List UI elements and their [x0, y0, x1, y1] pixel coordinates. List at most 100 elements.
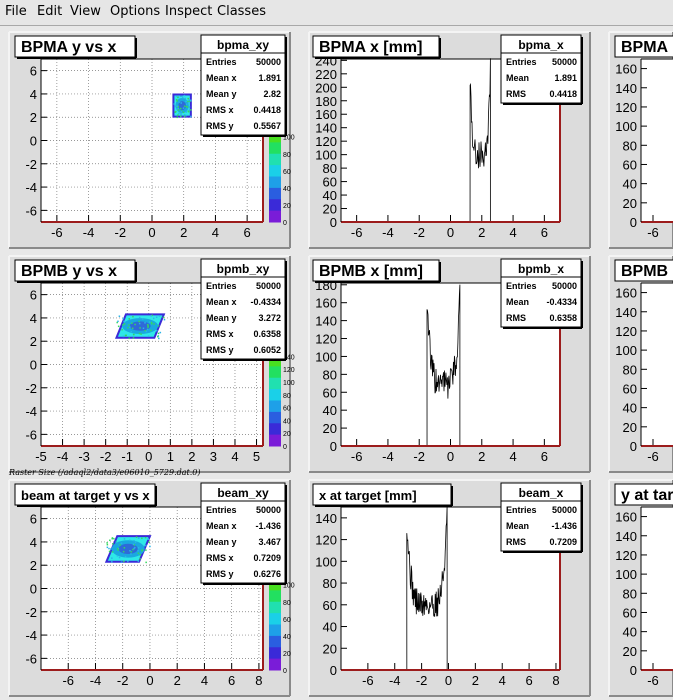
histo-0-y-tick-label: 60	[323, 175, 337, 190]
histo-0-y-tick-label: 220	[315, 67, 337, 82]
scatter-0-density-speckle	[180, 114, 182, 116]
histo-1-title: BPMB x [mm]	[319, 263, 423, 280]
scatter-1-density-speckle	[150, 322, 153, 325]
scatter-1-density-speckle	[122, 324, 124, 326]
scatter-1-density-speckle	[150, 314, 152, 317]
scatter-2-y-tick-label: 2	[30, 558, 37, 573]
scatter-2-x-tick-label: 0	[146, 673, 153, 688]
scatter-2-density-speckle	[111, 537, 113, 540]
scatter-1-density-speckle	[138, 332, 141, 335]
scatter-2-x-tick-label: -4	[90, 673, 102, 688]
scatter-2-x-tick-label: -2	[117, 673, 129, 688]
scatter-1-palette-swatch	[269, 389, 281, 401]
histo-2-histogram-trace	[341, 506, 560, 671]
scatter-2-palette-label: 80	[283, 600, 291, 607]
scatter-1-density-speckle	[139, 327, 141, 329]
root-canvas[interactable]: -6 -4 -2 0 2 4 6 -6 -4 -2 0 2 4 6 0 20 40 60 80 100 BPMA y v…	[0, 26, 673, 700]
scatter-2-y-tick-label: 6	[30, 512, 37, 527]
scatter-2-stats-label: Mean y	[206, 537, 237, 547]
histo-0-y-tick-label: 180	[315, 94, 337, 109]
scatter-2-density-speckle	[117, 549, 119, 551]
scatter-1-x-tick-label: -1	[121, 449, 133, 464]
scatter-2-x-tick-label: 4	[201, 673, 208, 688]
scatter-1-stats-value: -0.4334	[250, 297, 281, 307]
scatter-0-density-speckle	[183, 115, 186, 118]
scatter-0-palette-label: 100	[283, 135, 295, 142]
scatter-1-palette-label: 60	[283, 406, 291, 413]
scatter-0-stats-label: Mean x	[206, 73, 237, 83]
scatter-0-stats-label: Entries	[206, 57, 237, 67]
scatter-0-x-tick-label: 0	[148, 225, 155, 240]
scatter-2-y-tick-label: 0	[30, 582, 37, 597]
scatter-0-density-speckle	[181, 95, 183, 97]
third-1-y-tick-label: 0	[630, 439, 637, 454]
scatter-2-palette-swatch	[269, 624, 281, 637]
scatter-2-density-speckle	[111, 537, 114, 539]
scatter-2-density-speckle	[117, 547, 120, 550]
scatter-1-density-speckle	[122, 335, 125, 338]
menu-inspect[interactable]: Inspect	[165, 4, 213, 19]
third-1-x-tick-label: -6	[647, 449, 659, 464]
scatter-2-density-speckle	[116, 555, 119, 557]
third-2-y-tick-label: 120	[615, 548, 637, 563]
scatter-0-density-speckle	[183, 94, 186, 97]
scatter-0-x-tick-label: 4	[212, 225, 219, 240]
scatter-1-stats-value: 0.6358	[253, 329, 281, 339]
third-1: 0 20 40 60 80 100 120 140 160 -6 BPMB	[608, 255, 673, 473]
histo-1-y-tick-label: 60	[323, 385, 337, 400]
menu-classes[interactable]: Classes	[217, 4, 266, 19]
histo-1-stats-name: bpmb_x	[518, 262, 564, 276]
scatter-1-x-tick-label: -5	[35, 449, 47, 464]
scatter-1-density-speckle	[129, 326, 131, 328]
scatter-1-density-speckle	[144, 322, 146, 324]
scatter-2-density-speckle	[139, 554, 142, 556]
scatter-1-stats-label: Entries	[206, 281, 237, 291]
histo-2-title: x at target [mm]	[319, 488, 417, 503]
menu-file[interactable]: File	[5, 4, 27, 19]
scatter-0-palette-label: 40	[283, 186, 291, 193]
scatter-0-palette-label: 20	[283, 203, 291, 210]
third-2-title-box	[614, 483, 673, 506]
scatter-2-stats-value: 0.6276	[253, 569, 281, 579]
histo-0-x-tick-label: -2	[413, 225, 425, 240]
scatter-0-x-tick-label: 2	[180, 225, 187, 240]
histo-0-stats-value: 1.891	[554, 73, 577, 83]
scatter-2-density-speckle	[133, 544, 136, 546]
histo-0-x-tick-label: 2	[478, 225, 485, 240]
scatter-0-title: BPMA y vs x	[21, 39, 117, 56]
scatter-0-density-speckle	[189, 99, 192, 102]
scatter-1-x-tick-label: 0	[145, 449, 152, 464]
scatter-0-density-speckle	[185, 114, 188, 117]
scatter-2-density-speckle	[144, 536, 147, 539]
histo-1-stats-value: 50000	[552, 281, 577, 291]
scatter-1-density-speckle	[123, 320, 125, 323]
scatter-0-density-speckle	[176, 107, 178, 110]
scatter-2-density-speckle	[128, 539, 131, 542]
histo-1-x-tick-label: 2	[478, 449, 485, 464]
third-0-y-tick-label: 0	[630, 215, 637, 230]
menu-options[interactable]: Options	[110, 4, 161, 19]
scatter-2-density-speckle	[141, 537, 143, 540]
histo-0-title: BPMA x [mm]	[319, 39, 422, 56]
scatter-2-stats-value: 50000	[256, 505, 281, 515]
raster-caption: Raster Size (/adaql2/data3/e06010_5729.d…	[9, 468, 201, 477]
histo-2-stats-label: Entries	[506, 505, 537, 515]
scatter-0-density-speckle	[182, 96, 184, 99]
scatter-0-density-speckle	[177, 114, 179, 116]
scatter-1-palette-label: 20	[283, 431, 291, 438]
scatter-0-density-speckle	[188, 109, 191, 111]
scatter-0-density-speckle	[189, 100, 191, 102]
histo-0-y-tick-label: 40	[323, 188, 337, 203]
histo-1-y-tick-label: 160	[315, 296, 337, 311]
menu-view[interactable]: View	[70, 4, 101, 19]
scatter-1-palette-label: 100	[283, 380, 295, 387]
scatter-0-stats-value: 1.891	[258, 73, 281, 83]
third-0-title: BPMA	[621, 39, 669, 56]
scatter-1-stats-label: Mean y	[206, 313, 237, 323]
scatter-1-density-speckle	[128, 324, 130, 326]
menu-edit[interactable]: Edit	[37, 4, 63, 19]
scatter-1-y-tick-label: 0	[30, 358, 37, 373]
scatter-0-density-speckle	[182, 111, 185, 114]
scatter-0-density-speckle	[187, 101, 190, 103]
histo-2-x-tick-label: 2	[472, 673, 479, 688]
